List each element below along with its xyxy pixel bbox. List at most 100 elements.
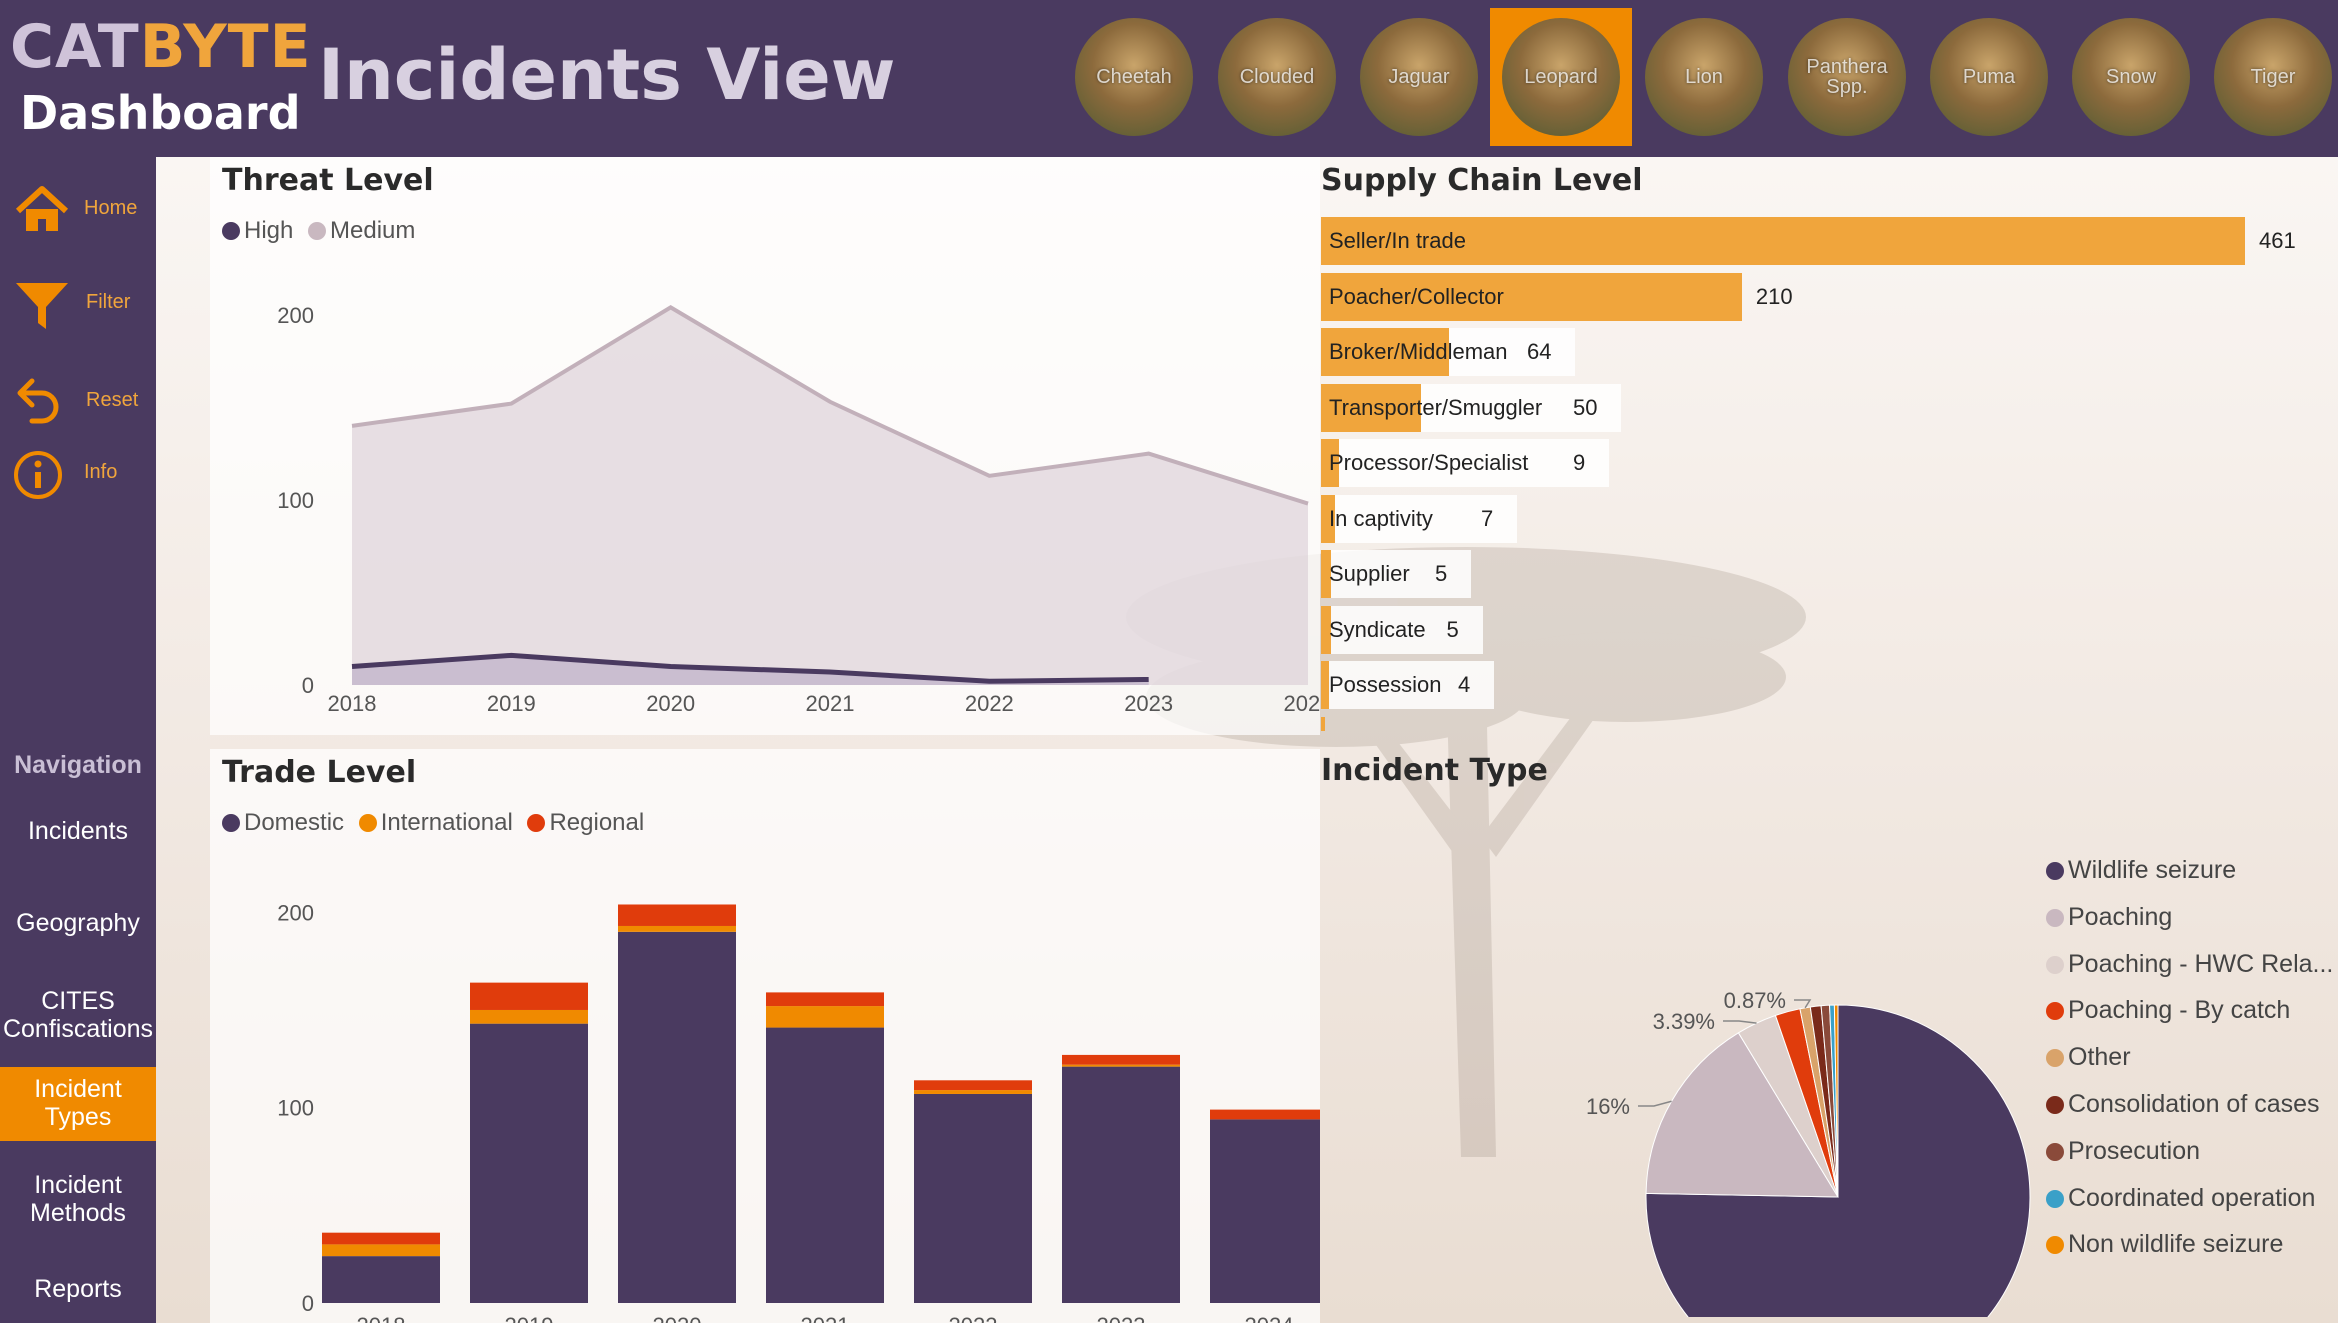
incident-type-title: Incident Type [1321,753,1548,788]
pie-legend-label: Coordinated operation [2068,1183,2316,1212]
species-puma[interactable]: Puma [1930,18,2048,136]
x-tick-label: 2019 [487,691,536,716]
threat-level-chart: 0 100 200 2018 2019 2020 2021 2022 2023 2024 [277,303,1320,716]
threat-level-legend: High Medium [222,217,423,245]
supply-chain-bar [1321,494,1336,543]
species-tiger[interactable]: Tiger [2214,18,2332,136]
bar-international-2018 [322,1244,440,1257]
x-tick-label: 2020 [653,1313,702,1323]
legend-item-domestic[interactable]: Domestic [222,809,344,836]
supply-chain-label: Transporter/Smuggler [1329,394,1543,420]
pie-legend-dot [2046,1189,2064,1208]
species-clouded[interactable]: Clouded [1218,18,1336,136]
home-button[interactable]: Home [0,175,156,245]
pie-legend-item[interactable]: Poaching - HWC Rela... [2046,950,2333,979]
y-tick-label: 100 [277,488,314,513]
info-button[interactable]: Info [0,441,156,511]
legend-dot-domestic [222,814,240,832]
filter-button[interactable]: Filter [0,269,156,339]
pie-legend-item[interactable]: Poaching [2046,903,2172,932]
bar-international-2023 [1062,1064,1180,1067]
legend-dot-high [222,222,240,240]
pie-leader-line [1723,1020,1757,1024]
pie-legend-label: Prosecution [2068,1136,2201,1165]
pie-legend-item[interactable]: Poaching - By catch [2046,996,2290,1025]
pie-legend-item[interactable]: Wildlife seizure [2046,856,2236,885]
supply-chain-chart: Seller/In trade 461 Poacher/Collector 210 Br… [1310,217,2330,709]
species-label: Puma [1962,66,2016,88]
supply-chain-value: 4 [1458,672,1471,697]
supply-chain-value: 461 [2259,228,2296,253]
legend-item-medium[interactable]: Medium [308,217,415,244]
threat-level-title: Threat Level [222,163,434,198]
series-medium-line [351,305,1309,506]
species-cheetah[interactable]: Cheetah [1075,18,1193,136]
pie-legend-item[interactable]: Prosecution [2046,1137,2200,1166]
nav-incidents[interactable]: Incidents [27,817,129,845]
bar-international-2021 [766,1006,884,1028]
supply-chain-track [1321,550,1471,598]
bar-regional-2023 [1062,1054,1180,1065]
pie-legend-item[interactable]: Non wildlife seizure [2046,1230,2283,1259]
bar-domestic-2022 [914,1093,1032,1303]
nav-geography[interactable]: Geography [16,909,140,937]
undo-icon [17,378,59,424]
bar-domestic-2024 [1210,1119,1320,1303]
nav-heading: Navigation [14,751,142,779]
supply-chain-label: Syndicate [1329,616,1426,642]
species-label: Cheetah [1096,66,1172,88]
main-content: Threat Level High Medium 0 100 200 2018 2019… [156,157,2338,1323]
trade-level-legend: Domestic International Regional [222,809,652,837]
legend-dot-medium [308,222,327,240]
species-snow[interactable]: Snow [2072,18,2190,136]
x-tick-label: 2019 [505,1313,554,1323]
nav-incident-methods[interactable]: Incident Methods [0,1165,156,1235]
pie-leader-line [1638,1100,1672,1107]
nav-cites-confiscations[interactable]: CITES Confiscations [0,981,156,1051]
pie-legend-item[interactable]: Coordinated operation [2046,1184,2315,1213]
species-label: Tiger [2250,66,2296,88]
supply-chain-bar [1321,272,1742,321]
pie-data-label: 3.39% [1653,1009,1715,1034]
pie-legend-dot [2046,1049,2064,1068]
incident-type-pie-chart: 75.17%16%3.39%0.87% [1586,988,2031,1317]
reset-button[interactable]: Reset [0,365,156,435]
info-label: Info [84,461,118,483]
legend-item-regional[interactable]: Regional [527,809,644,836]
pie-legend-dot [2046,955,2064,974]
supply-chain-bar [1321,328,1450,376]
species-leopard[interactable]: Leopard [1502,18,1620,136]
legend-item-international[interactable]: International [358,809,513,836]
supply-chain-value: 50 [1573,394,1598,420]
species-label: Leopard [1524,66,1598,88]
series-high-line [351,652,1149,684]
supply-chain-label: Processor/Specialist [1329,450,1529,475]
legend-item-high[interactable]: High [222,217,293,244]
supply-chain-track [1321,605,1483,654]
bar-regional-2021 [766,992,884,1007]
sidebar: Home Filter Reset Info Navigation Incide… [0,157,156,1323]
nav-incident-types[interactable]: Incident Types [0,1067,156,1141]
y-tick-label: 200 [277,303,314,328]
y-tick-label: 0 [302,1291,314,1316]
supply-chain-scroll-hint [1321,717,1325,731]
header-bar: CATBYTE Dashboard Incidents View Cheetah… [0,0,2338,157]
reset-label: Reset [86,389,139,411]
pie-legend-item[interactable]: Other [2046,1043,2131,1072]
supply-chain-title: Supply Chain Level [1321,163,1643,198]
species-lion[interactable]: Lion [1645,18,1763,136]
supply-chain-track [1321,439,1609,487]
pie-data-label: 16% [1586,1094,1630,1119]
trade-level-chart: 0 100 200 2018 2019 2020 2021 2022 2023 2024 [277,900,1320,1323]
y-tick-label: 200 [277,900,314,925]
nav-reports[interactable]: Reports [34,1275,122,1303]
species-jaguar[interactable]: Jaguar [1360,18,1478,136]
legend-dot-international [358,814,377,832]
home-icon [15,186,69,231]
pie-legend-label: Poaching - By catch [2068,996,2291,1025]
pie-legend-item[interactable]: Consolidation of cases [2046,1090,2320,1119]
species-panthera-spp[interactable]: Panthera Spp. [1788,18,1906,136]
filter-label: Filter [86,291,131,313]
supply-chain-label: Supplier [1329,561,1410,586]
supply-chain-bar [1321,217,2245,265]
